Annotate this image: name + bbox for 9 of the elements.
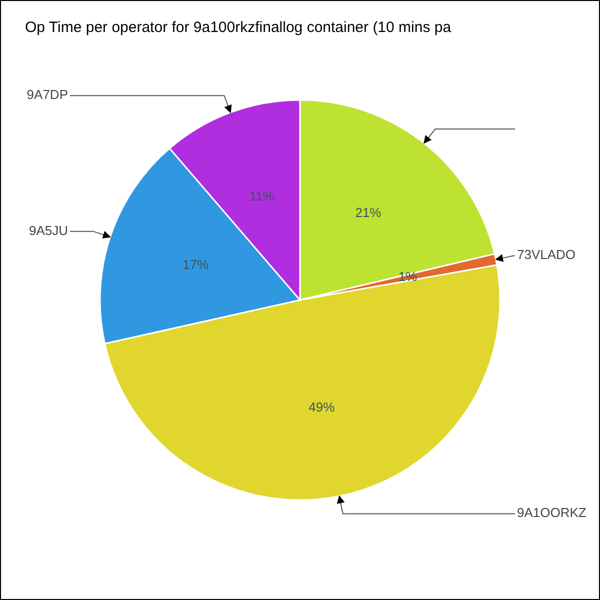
slice-label: 9A7DP [26,87,68,102]
data-label: 49% [308,399,336,414]
chart-title: Op Time per operator for 9a100rkzfinallog container (10 mins pa [25,19,452,36]
slice-label: 73VLADO [517,247,576,262]
slice-label: 9A5JU [28,222,68,238]
data-label: 21% [355,205,382,220]
data-label: 17% [182,256,210,272]
slice-label: 9A1OORKZ [517,505,586,520]
data-label: 11% [249,188,275,204]
